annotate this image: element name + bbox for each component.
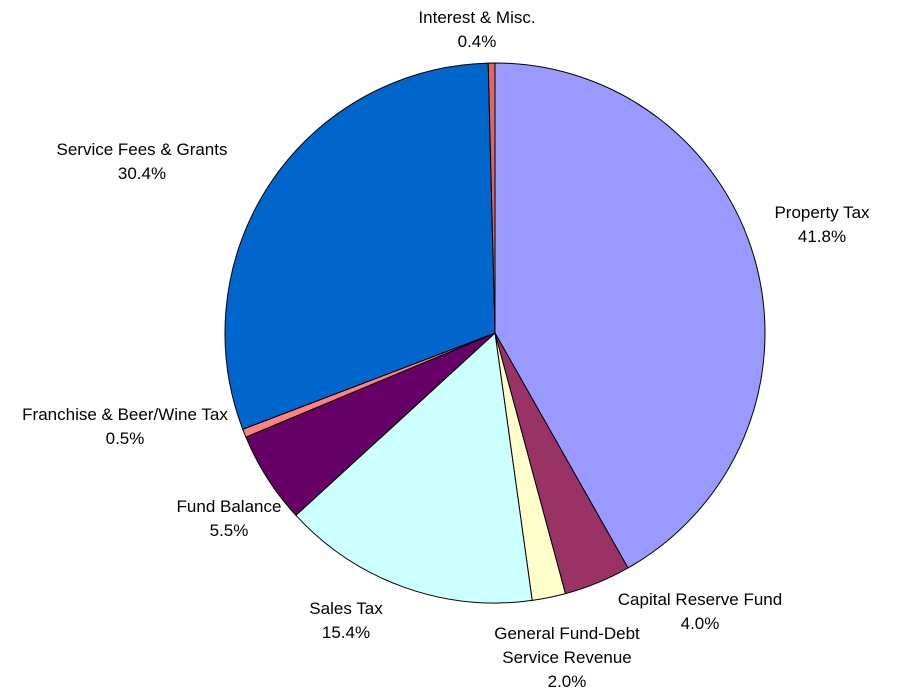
slice-label: General Fund-Debt Service Revenue 2.0% — [477, 622, 657, 694]
category-name: Property Tax — [774, 203, 870, 222]
category-name: Capital Reserve Fund — [617, 590, 783, 609]
value-label: 15.4% — [321, 623, 371, 642]
slice-label: Capital Reserve Fund 4.0% — [580, 588, 820, 636]
value-label: 30.4% — [117, 164, 167, 183]
pie-slice — [487, 62, 496, 334]
pie-slice — [494, 62, 766, 569]
category-name: Franchise & Beer/Wine Tax — [22, 405, 228, 424]
slice-label: Fund Balance 5.5% — [129, 495, 329, 543]
slice-label: Service Fees & Grants 30.4% — [12, 138, 272, 186]
value-label: 0.5% — [105, 429, 145, 448]
value-label: 2.0% — [547, 672, 587, 691]
slice-label: Interest & Misc. 0.4% — [377, 6, 577, 54]
slice-label: Franchise & Beer/Wine Tax 0.5% — [5, 403, 245, 451]
pie-slice — [295, 332, 533, 604]
value-label: 0.4% — [457, 32, 497, 51]
slice-label: Sales Tax 15.4% — [246, 597, 446, 645]
category-name: General Fund-Debt Service Revenue — [494, 624, 640, 667]
category-name: Sales Tax — [309, 599, 383, 618]
category-name: Service Fees & Grants — [56, 140, 228, 159]
value-label: 4.0% — [680, 614, 720, 633]
pie-slice — [224, 62, 496, 430]
value-label: 41.8% — [797, 227, 847, 246]
value-label: 5.5% — [209, 521, 249, 540]
category-name: Fund Balance — [176, 497, 282, 516]
category-name: Interest & Misc. — [418, 8, 536, 27]
slice-label: Property Tax 41.8% — [722, 201, 901, 249]
